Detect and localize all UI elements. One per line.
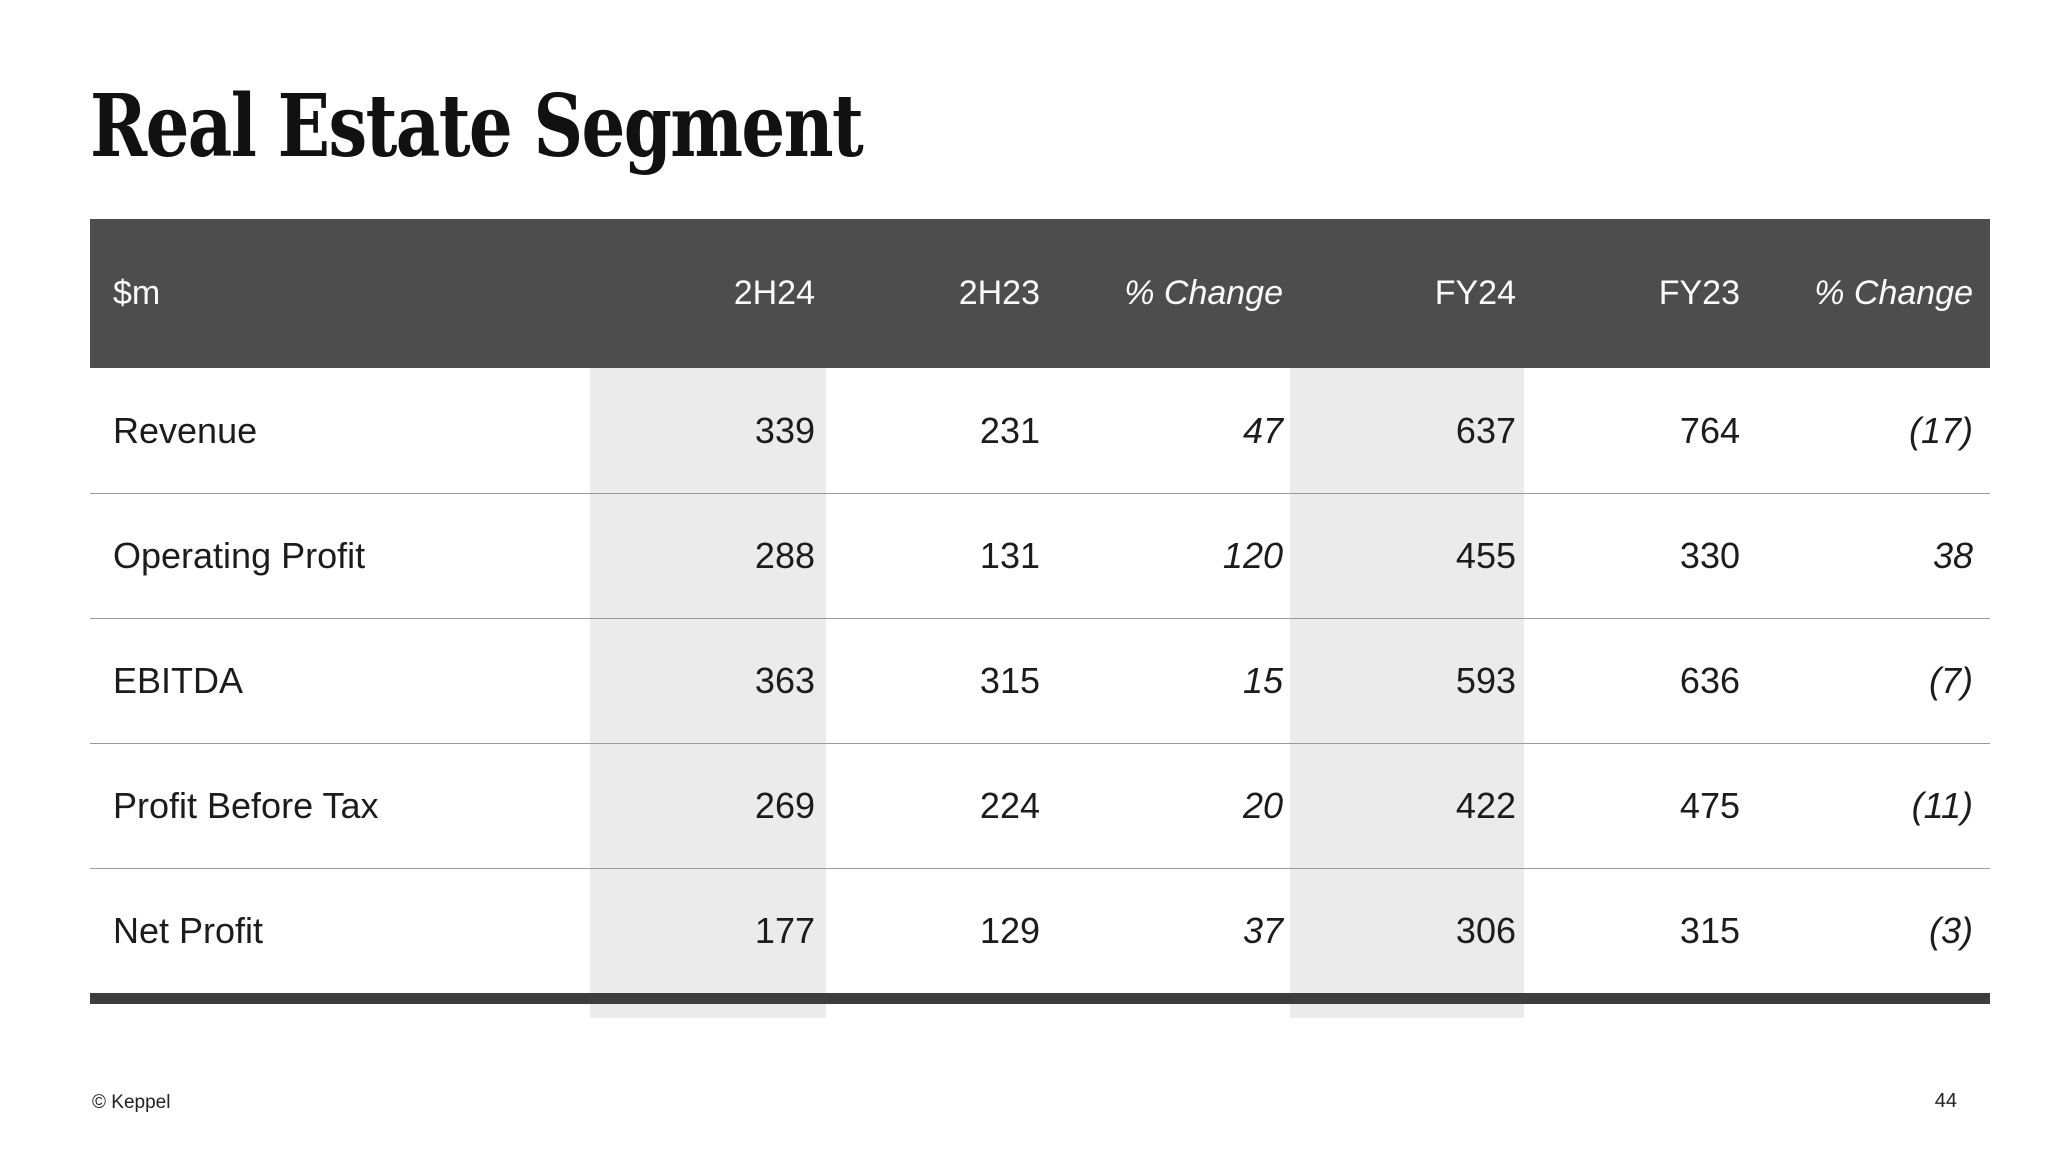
column-header-2h24: 2H24 [733, 274, 815, 312]
cell-pct-change: (11) [1911, 785, 1973, 826]
cell-pct-change: 20 [1242, 785, 1283, 826]
table-header-row: $m 2H24 2H23 % Change FY24 FY23 % Change [90, 219, 1990, 368]
cell-value: 455 [1455, 535, 1516, 576]
financial-table: $m 2H24 2H23 % Change FY24 FY23 % Change… [90, 219, 1990, 1039]
cell-value: 177 [754, 910, 815, 951]
cell-value: 131 [979, 535, 1040, 576]
row-label: Operating Profit [113, 535, 366, 576]
table-row-net-profit: Net Profit 177 129 37 306 315 (3) [90, 868, 1990, 993]
table-row-ebitda: EBITDA 363 315 15 593 636 (7) [90, 618, 1990, 743]
column-header-pct-change-hy: % Change [1124, 274, 1283, 312]
cell-value: 637 [1455, 409, 1516, 451]
column-header-2h23: 2H23 [958, 274, 1040, 312]
cell-value: 636 [1679, 660, 1740, 701]
row-label: Profit Before Tax [113, 785, 379, 826]
cell-pct-change: (3) [1929, 910, 1973, 951]
table-row-profit-before-tax: Profit Before Tax 269 224 20 422 475 (11… [90, 743, 1990, 868]
table-bottom-rule [90, 993, 1990, 1004]
column-header-fy23: FY23 [1658, 274, 1740, 312]
copyright-text: © Keppel [92, 1092, 171, 1113]
column-header-pct-change-fy: % Change [1814, 274, 1973, 312]
row-label: EBITDA [113, 660, 244, 701]
cell-value: 306 [1455, 910, 1516, 951]
cell-value: 593 [1455, 660, 1516, 701]
cell-pct-change: (17) [1908, 409, 1973, 451]
cell-value: 315 [979, 660, 1040, 701]
cell-value: 231 [979, 409, 1040, 451]
cell-pct-change: 120 [1222, 535, 1283, 576]
table-body: Revenue 339 231 47 637 764 (17) Operatin… [90, 368, 1990, 993]
cell-pct-change: (7) [1929, 660, 1973, 701]
cell-pct-change: 38 [1932, 535, 1973, 576]
cell-value: 339 [754, 409, 815, 451]
cell-value: 288 [754, 535, 815, 576]
table-row-operating-profit: Operating Profit 288 131 120 455 330 38 [90, 493, 1990, 618]
table-row-revenue: Revenue 339 231 47 637 764 (17) [90, 368, 1990, 493]
cell-value: 224 [979, 785, 1040, 826]
page-title: Real Estate Segment [90, 76, 864, 177]
cell-value: 129 [979, 910, 1040, 951]
cell-value: 315 [1679, 910, 1740, 951]
row-label: Revenue [113, 409, 258, 451]
row-label: Net Profit [113, 910, 264, 951]
column-header-unit: $m [113, 274, 161, 312]
cell-value: 764 [1679, 409, 1740, 451]
cell-value: 269 [754, 785, 815, 826]
cell-value: 363 [754, 660, 815, 701]
column-header-fy24: FY24 [1434, 274, 1516, 312]
cell-pct-change: 47 [1242, 409, 1283, 451]
cell-value: 330 [1679, 535, 1740, 576]
cell-pct-change: 15 [1242, 660, 1283, 701]
cell-value: 422 [1455, 785, 1516, 826]
highlight-band-fy24 [1290, 368, 1524, 1018]
cell-pct-change: 37 [1242, 910, 1283, 951]
cell-value: 475 [1679, 785, 1740, 826]
highlight-band-2h24 [590, 368, 826, 1018]
page-number: 44 [1934, 1090, 1957, 1112]
